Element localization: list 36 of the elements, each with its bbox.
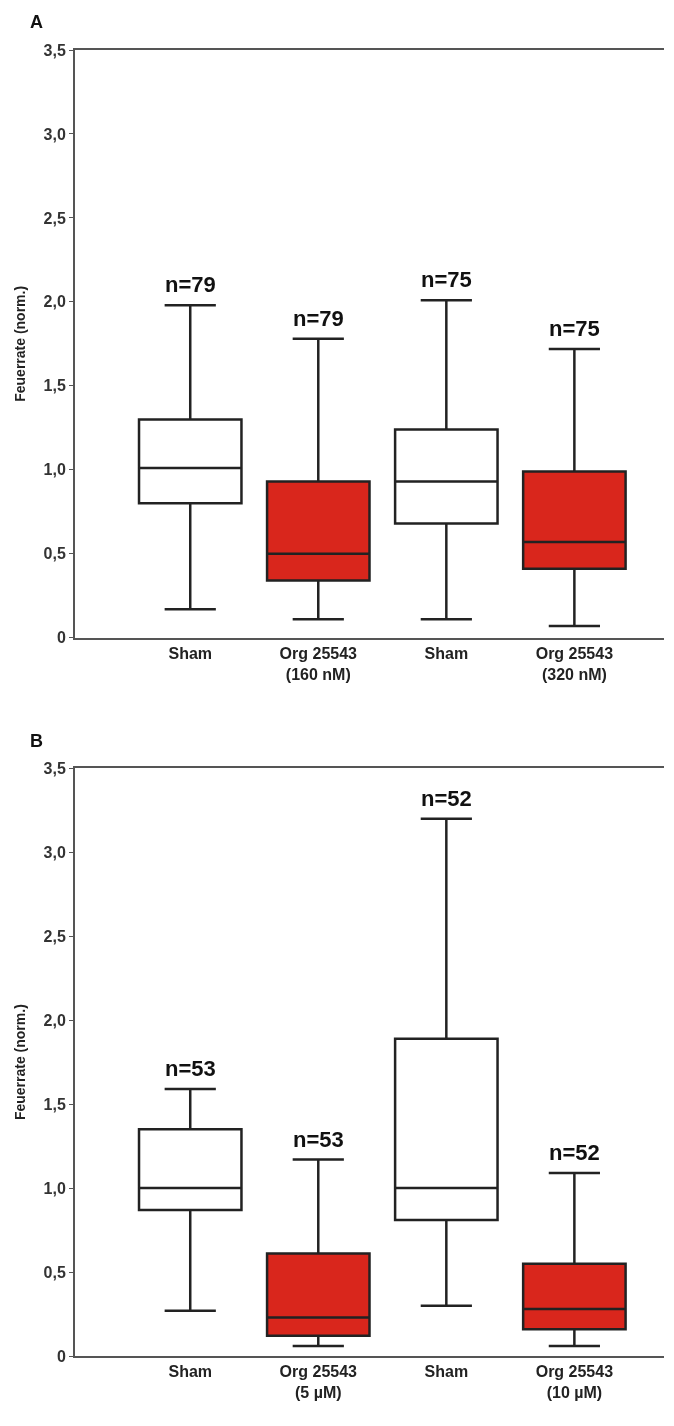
y-tick-label: 2,0 [43,1011,66,1029]
annotation: n=79 [293,306,344,331]
annotation: n=75 [549,316,600,341]
x-tick-label: Org 25543 (320 nM) [535,644,614,683]
annotation: n=52 [421,786,472,811]
annotation: n=53 [293,1127,344,1152]
y-tick-label: 0,5 [43,545,66,563]
x-tick-label: Sham [168,644,213,662]
y-tick-label: 0,5 [43,1263,66,1281]
annotation: n=53 [165,1056,216,1081]
chart-title: A [30,12,43,32]
y-tick-label: 0 [56,1347,66,1365]
x-tick-label: Sham [424,644,469,662]
y-tick-label: 3,0 [43,843,66,861]
y-tick-label: 1,5 [43,377,66,395]
x-tick-label: Sham [424,1363,469,1381]
y-tick-label: 3,0 [43,125,66,143]
y-tick-label: 2,5 [43,927,66,945]
y-tick-label: 3,5 [43,41,66,59]
y-tick-label: 1,0 [43,1179,66,1197]
y-tick-label: 2,0 [43,293,66,311]
x-tick-label: Org 25543 (10 µM) [535,1363,614,1401]
y-tick-label: 1,0 [43,461,66,479]
annotation: n=52 [549,1140,600,1165]
y-tick-label: 0 [56,629,66,647]
x-tick-label: Org 25543 (5 µM) [279,1363,358,1401]
y-tick-label: 2,5 [43,209,66,227]
y-axis-title: Feuerrate (norm.) [11,285,28,402]
x-tick-label: Sham [168,1363,213,1381]
y-tick-label: 1,5 [43,1095,66,1113]
x-tick-label: Org 25543 (160 nM) [279,644,358,683]
chart-title: B [30,731,43,751]
annotation: n=79 [165,272,216,297]
y-tick-label: 3,5 [43,759,66,777]
y-axis-title: Feuerrate (norm.) [11,1004,28,1121]
annotation: n=75 [421,267,472,292]
